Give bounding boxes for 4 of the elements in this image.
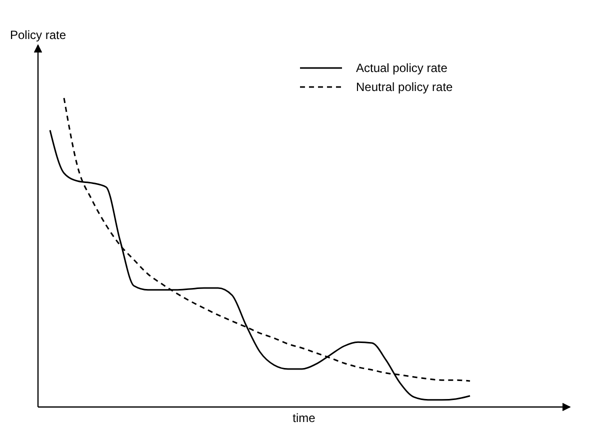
legend-label: Actual policy rate bbox=[356, 61, 448, 75]
y-axis-title: Policy rate bbox=[10, 28, 66, 42]
legend-label: Neutral policy rate bbox=[356, 80, 454, 94]
x-axis-title: time bbox=[292, 411, 316, 425]
